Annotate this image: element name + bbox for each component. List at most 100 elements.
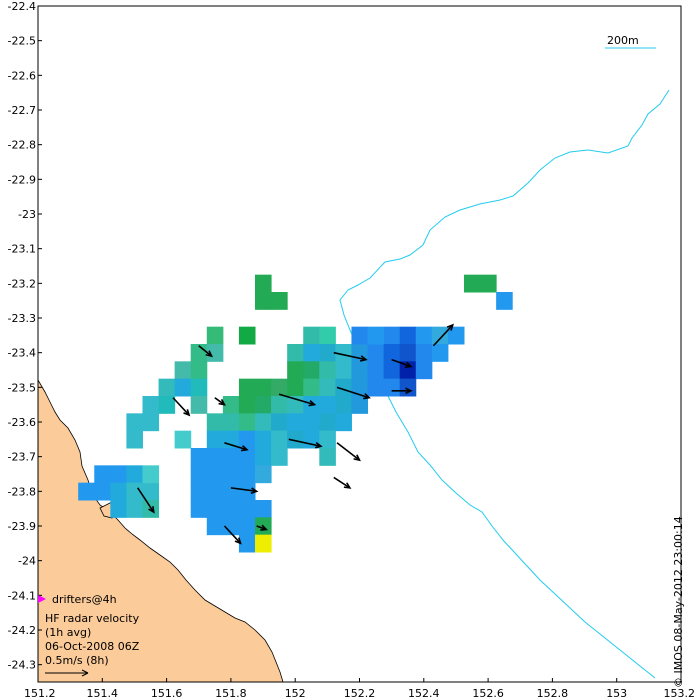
y-tick-label: -23.9: [8, 520, 36, 533]
x-tick-label: 152.4: [408, 687, 440, 700]
velocity-arrow: [198, 345, 214, 358]
legend-avg: (1h avg): [45, 626, 91, 639]
y-tick-label: -23.1: [8, 243, 36, 256]
radar-cell: [222, 482, 240, 501]
radar-cell: [142, 396, 160, 414]
radar-cell: [319, 413, 336, 432]
radar-cell: [367, 378, 385, 397]
velocity-arrow: [391, 387, 413, 395]
radar-cell: [190, 396, 208, 414]
radar-cell: [206, 413, 224, 432]
y-tick-label: -23.5: [8, 381, 36, 394]
radar-cell: [335, 396, 352, 414]
radar-cell: [238, 517, 256, 536]
radar-cell: [319, 344, 336, 362]
y-tick-label: -24.1: [8, 589, 36, 602]
x-tick-label: 151.8: [215, 687, 247, 700]
y-tick-label: -22.4: [8, 0, 36, 13]
radar-cell: [287, 378, 304, 397]
radar-cell: [399, 378, 417, 397]
radar-cell: [287, 361, 304, 380]
velocity-arrow: [172, 397, 191, 417]
y-tick-label: -22.6: [8, 69, 36, 82]
radar-cell: [174, 378, 192, 397]
radar-cell: [399, 326, 417, 345]
y-tick-label: -23.3: [8, 312, 36, 325]
radar-cell: [383, 344, 401, 362]
radar-cell: [351, 396, 369, 414]
y-tick-label: -23: [18, 208, 36, 221]
radar-cell: [415, 326, 433, 345]
radar-cell: [431, 326, 449, 345]
x-tick-label: 152.8: [537, 687, 569, 700]
radar-cell: [238, 482, 256, 501]
radar-cell: [319, 361, 336, 380]
velocity-arrow: [136, 487, 155, 514]
radar-cell: [238, 326, 256, 345]
radar-cell: [238, 448, 256, 466]
y-tick-label: -23.2: [8, 277, 36, 290]
radar-cell: [206, 517, 224, 536]
radar-cell: [271, 448, 288, 466]
radar-cell: [271, 292, 288, 310]
radar-cell: [255, 413, 272, 432]
radar-cell: [206, 482, 224, 501]
radar-cell: [463, 274, 481, 293]
radar-cell: [319, 396, 336, 414]
radar-cell: [335, 413, 352, 432]
velocity-arrow: [333, 476, 352, 489]
radar-cell: [287, 344, 304, 362]
y-tick-label: -24.2: [8, 624, 36, 637]
radar-cell: [319, 448, 336, 466]
velocity-arrow: [278, 393, 317, 407]
radar-cell: [190, 448, 208, 466]
y-tick-label: -22.5: [8, 35, 36, 48]
y-tick-label: -23.8: [8, 485, 36, 498]
radar-cell: [126, 482, 143, 501]
radar-cell: [431, 344, 449, 362]
coastline-land: [37, 378, 284, 683]
radar-cell: [238, 534, 256, 553]
radar-cell: [335, 344, 352, 362]
radar-cell: [110, 500, 127, 518]
radar-cell: [319, 430, 336, 449]
radar-cell: [126, 413, 143, 432]
radar-cell: [287, 413, 304, 432]
radar-cell: [238, 413, 256, 432]
radar-cell: [303, 361, 320, 380]
radar-cell: [303, 378, 320, 397]
radar-cell: [190, 361, 208, 380]
radar-cell: [303, 344, 320, 362]
radar-cell: [238, 500, 256, 518]
x-tick-label: 152.6: [472, 687, 504, 700]
radar-cell: [255, 534, 272, 553]
radar-cell: [255, 274, 272, 293]
radar-cell: [238, 465, 256, 484]
velocity-arrow: [333, 351, 368, 362]
radar-cell: [222, 448, 240, 466]
velocity-arrow: [223, 525, 242, 545]
y-tick-label: -22.8: [8, 139, 36, 152]
radar-cell: [399, 361, 417, 380]
radar-cell: [351, 326, 369, 345]
y-tick-label: -23.7: [8, 451, 36, 464]
radar-cell: [255, 292, 272, 310]
radar-cell: [206, 430, 224, 449]
radar-cell: [335, 378, 352, 397]
radar-cell: [126, 500, 143, 518]
radar-cell: [383, 378, 401, 397]
radar-cell: [190, 465, 208, 484]
radar-cell: [126, 430, 143, 449]
radar-cell: [206, 448, 224, 466]
radar-cell: [367, 326, 385, 345]
y-tick-label: -24.3: [8, 659, 36, 672]
radar-cell: [271, 413, 288, 432]
legend-drifters: drifters@4h: [52, 593, 117, 606]
radar-cell: [303, 326, 320, 345]
radar-cell: [319, 326, 336, 345]
radar-cell: [206, 326, 224, 345]
radar-cell: [319, 378, 336, 397]
radar-cell: [415, 344, 433, 362]
radar-cell: [206, 465, 224, 484]
